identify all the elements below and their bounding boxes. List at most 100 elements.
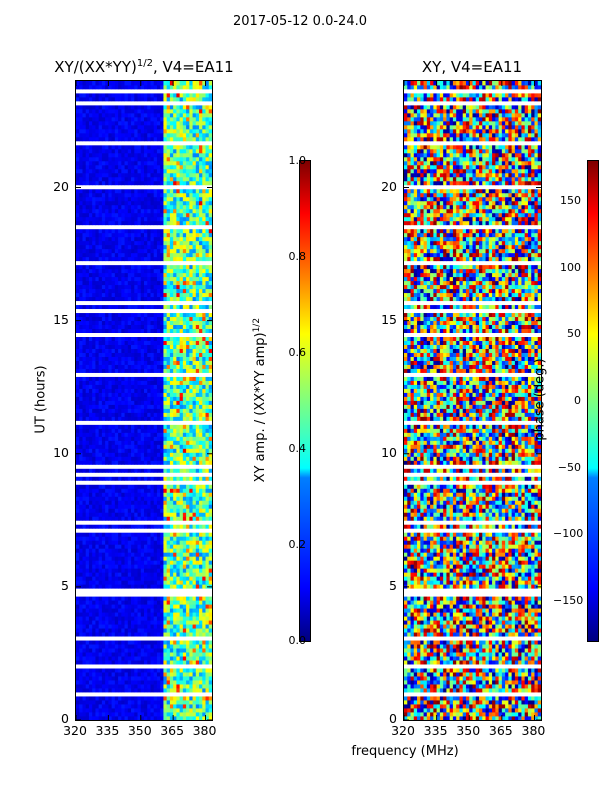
heatmap-cell (105, 352, 109, 357)
heatmap-cell (153, 436, 158, 441)
heatmap-cell (95, 504, 100, 509)
heatmap-cell (195, 296, 200, 302)
heatmap-cell (111, 436, 116, 441)
heatmap-cell (176, 340, 181, 345)
heatmap-cell (189, 252, 193, 258)
heatmap-cell (205, 628, 210, 633)
heatmap-cell (114, 552, 119, 557)
heatmap-cell (166, 252, 171, 258)
heatmap-cell (150, 556, 155, 561)
heatmap-cell (108, 240, 113, 246)
heatmap-cell (192, 220, 197, 226)
heatmap-cell (208, 276, 212, 282)
heatmap-cell (131, 496, 135, 501)
heatmap-cell (134, 536, 138, 541)
heatmap-cell (205, 700, 210, 705)
heatmap-cell (95, 416, 100, 421)
heatmap-cell (108, 696, 113, 701)
heatmap-cell (76, 684, 80, 689)
heatmap-cell (98, 188, 103, 194)
heatmap-cell (199, 544, 203, 549)
heatmap-cell (137, 640, 142, 645)
heatmap-cell (186, 604, 190, 609)
heatmap-cell (150, 584, 155, 589)
heatmap-cell (173, 584, 177, 589)
heatmap-cell (195, 324, 200, 330)
heatmap-cell (95, 448, 100, 453)
heatmap-cell (202, 288, 206, 294)
heatmap-cell (156, 716, 161, 720)
heatmap-cell (182, 608, 187, 613)
heatmap-cell (95, 708, 100, 713)
heatmap-cell (199, 488, 203, 493)
heatmap-cell (153, 596, 158, 601)
heatmap-cell (150, 640, 155, 645)
heatmap-cell (92, 500, 96, 505)
heatmap-cell (150, 200, 155, 206)
heatmap-cell (137, 396, 142, 401)
heatmap-cell (176, 400, 181, 405)
heatmap-cell (76, 596, 80, 601)
heatmap-cell (111, 376, 116, 381)
heatmap-cell (202, 268, 206, 274)
heatmap-cell (179, 228, 184, 234)
heatmap-cell (105, 416, 109, 421)
heatmap-cell (79, 576, 83, 581)
heatmap-cell (179, 296, 184, 302)
heatmap-cell (134, 676, 138, 681)
heatmap-cell (179, 216, 184, 222)
heatmap-cell (150, 328, 155, 334)
heatmap-cell (137, 568, 142, 573)
heatmap-cell (205, 228, 210, 234)
heatmap-cell (189, 380, 193, 385)
heatmap-cell (127, 188, 132, 194)
heatmap-cell (79, 436, 83, 441)
heatmap-cell (163, 500, 168, 505)
heatmap-cell (105, 512, 109, 517)
heatmap-cell (176, 476, 181, 481)
heatmap-cell (186, 312, 190, 318)
heatmap-cell (105, 200, 109, 206)
heatmap-cell (173, 376, 177, 381)
heatmap-cell (131, 660, 135, 665)
heatmap-cell (82, 560, 87, 565)
heatmap-cell (153, 348, 158, 353)
heatmap-cell (118, 328, 122, 334)
heatmap-cell (111, 264, 116, 270)
heatmap-cell (179, 456, 184, 461)
heatmap-cell (140, 244, 145, 250)
heatmap-cell (127, 176, 132, 182)
heatmap-cell (118, 444, 122, 449)
heatmap-cell (150, 252, 155, 258)
heatmap-cell (105, 360, 109, 365)
heatmap-cell (160, 700, 164, 705)
heatmap-cell (156, 668, 161, 673)
heatmap-cell (140, 492, 145, 497)
heatmap-cell (169, 656, 174, 661)
heatmap-cell (192, 392, 197, 397)
heatmap-cell (85, 492, 90, 497)
heatmap-cell (202, 188, 206, 194)
heatmap-cell (195, 364, 200, 369)
heatmap-cell (156, 212, 161, 218)
heatmap-cell (195, 712, 200, 717)
heatmap-cell (131, 316, 135, 322)
heatmap-cell (147, 368, 151, 373)
heatmap-cell (137, 392, 142, 397)
heatmap-cell (131, 252, 135, 258)
heatmap-cell (147, 180, 151, 186)
heatmap-cell (199, 468, 203, 473)
heatmap-cell (79, 232, 83, 238)
heatmap-cell (163, 304, 168, 310)
heatmap-cell (192, 384, 197, 389)
heatmap-cell (140, 380, 145, 385)
heatmap-cell (134, 524, 138, 529)
heatmap-cell (134, 556, 138, 561)
heatmap-cell (192, 700, 197, 705)
heatmap-cell (92, 404, 96, 409)
heatmap-cell (205, 312, 210, 318)
heatmap-cell (108, 244, 113, 250)
heatmap-cell (98, 388, 103, 393)
heatmap-cell (92, 600, 96, 605)
heatmap-cell (127, 672, 132, 677)
